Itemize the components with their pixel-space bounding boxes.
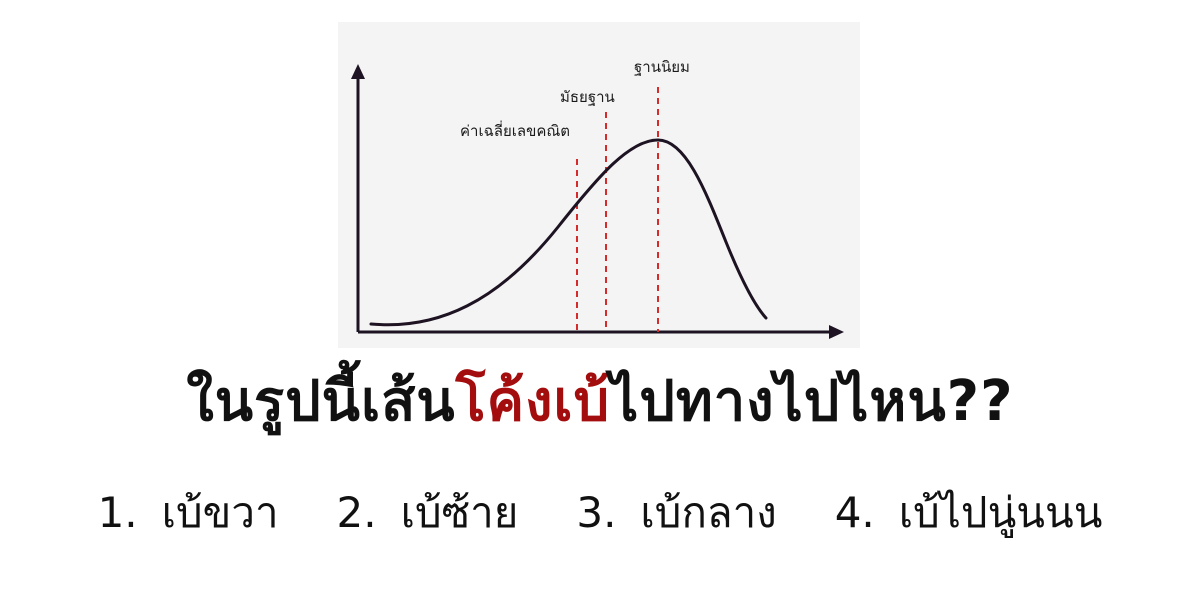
distribution-curve — [369, 138, 768, 327]
question-part-before: ในรูปนี้เส้น — [186, 369, 456, 434]
mode-label: ฐานนิยม — [634, 58, 690, 76]
option-text: เบ้ซ้าย — [400, 488, 519, 537]
question-text: ในรูปนี้เส้นโค้งเบ้ไปทางไปไหน?? — [0, 362, 1200, 442]
x-axis-arrow — [829, 325, 844, 339]
question-highlight: โค้งเบ้ — [455, 369, 611, 434]
option-text: เบ้ขวา — [161, 488, 279, 537]
question-part-after: ไปทางไปไหน?? — [610, 369, 1014, 434]
option-2: 2. เบ้ซ้าย — [337, 478, 519, 548]
option-4: 4. เบ้ไปนู่นนน — [835, 478, 1103, 548]
option-1: 1. เบ้ขวา — [98, 478, 279, 548]
option-number: 2. — [336, 488, 377, 537]
median-label: มัธยฐาน — [560, 88, 615, 106]
option-number: 3. — [576, 488, 617, 537]
answer-options: 1. เบ้ขวา 2. เบ้ซ้าย 3. เบ้กลาง 4. เบ้ไปนู่น… — [0, 478, 1200, 548]
option-number: 1. — [97, 488, 138, 537]
y-axis-arrow — [351, 64, 365, 79]
option-text: เบ้ไปนู่นนน — [898, 488, 1103, 537]
option-text: เบ้กลาง — [640, 488, 777, 537]
option-3: 3. เบ้กลาง — [576, 478, 776, 548]
option-number: 4. — [834, 488, 875, 537]
distribution-diagram: ค่าเฉลี่ยเลขคณิต มัธยฐาน ฐานนิยม — [351, 58, 844, 339]
skewed-distribution-figure: ค่าเฉลี่ยเลขคณิต มัธยฐาน ฐานนิยม — [338, 22, 860, 348]
mean-label: ค่าเฉลี่ยเลขคณิต — [460, 120, 570, 140]
